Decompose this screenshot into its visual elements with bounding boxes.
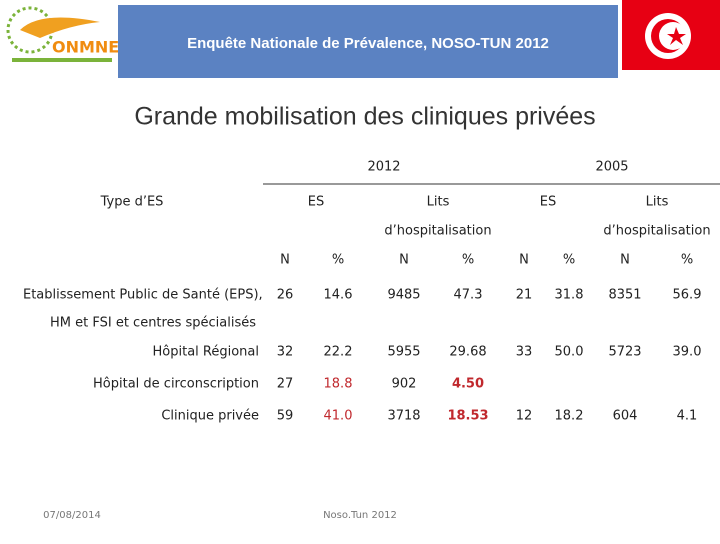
year: 2005	[595, 160, 628, 175]
cell: 18.53	[447, 409, 488, 424]
sub-header: N	[519, 253, 529, 268]
sub-header: %	[563, 253, 575, 268]
cell: 14.6	[324, 288, 353, 303]
header-banner	[118, 5, 618, 78]
cell: 4.1	[677, 409, 698, 424]
cell: 33	[516, 345, 533, 360]
footer-source: Noso.Tun 2012	[323, 510, 397, 521]
cell: 32	[277, 345, 294, 360]
sub-header: N	[399, 253, 409, 268]
cell: 4.50	[452, 377, 484, 392]
cell: 5723	[608, 345, 641, 360]
logo-text: ONMNE	[52, 38, 119, 57]
slide-title: Grande mobilisation des cliniques privée…	[134, 103, 595, 131]
cell: 26	[277, 288, 294, 303]
group-header: Lits	[646, 195, 669, 210]
cell: 604	[613, 409, 638, 424]
cell: 59	[277, 409, 294, 424]
cell: 902	[392, 377, 417, 392]
row-label: Hôpital Régional	[153, 345, 259, 360]
group-header: d’hospitalisation	[603, 224, 710, 239]
header-title: Enquête Nationale de Prévalence, NOSO-TU…	[187, 35, 549, 52]
footer-date: 07/08/2014	[43, 510, 101, 521]
row-label: Etablissement Public de Santé (EPS),	[23, 288, 263, 303]
cell: 9485	[387, 288, 420, 303]
row-header: Type d’ES	[100, 195, 164, 210]
row-label: Hôpital de circonscription	[93, 377, 259, 392]
sub-header: N	[280, 253, 290, 268]
cell: 41.0	[324, 409, 353, 424]
row-label: HM et FSI et centres spécialisés	[50, 316, 256, 331]
group-header: ES	[308, 195, 324, 210]
sub-header: %	[462, 253, 474, 268]
cell: 5955	[387, 345, 420, 360]
cell: 31.8	[555, 288, 584, 303]
cell: 18.8	[324, 377, 353, 392]
cell: 21	[516, 288, 533, 303]
cell: 47.3	[454, 288, 483, 303]
group-header: Lits	[427, 195, 450, 210]
sub-header: %	[681, 253, 693, 268]
cell: 50.0	[555, 345, 584, 360]
cell: 29.68	[449, 345, 486, 360]
flag	[622, 0, 720, 70]
group-header: d’hospitalisation	[384, 224, 491, 239]
sub-header: %	[332, 253, 344, 268]
cell: 27	[277, 377, 294, 392]
table: ES Lits d’hospitalisation ES Lits d’hospitali…	[23, 195, 711, 424]
cell: 56.9	[673, 288, 702, 303]
cell: 8351	[608, 288, 641, 303]
cell: 3718	[387, 409, 420, 424]
cell: 39.0	[673, 345, 702, 360]
cell: 22.2	[324, 345, 353, 360]
sub-header: N	[620, 253, 630, 268]
group-header: ES	[540, 195, 556, 210]
cell: 18.2	[555, 409, 584, 424]
row-label: Clinique privée	[161, 409, 259, 424]
logo: ONMNE	[6, 6, 119, 62]
cell: 12	[516, 409, 533, 424]
year: 2012	[367, 160, 400, 175]
